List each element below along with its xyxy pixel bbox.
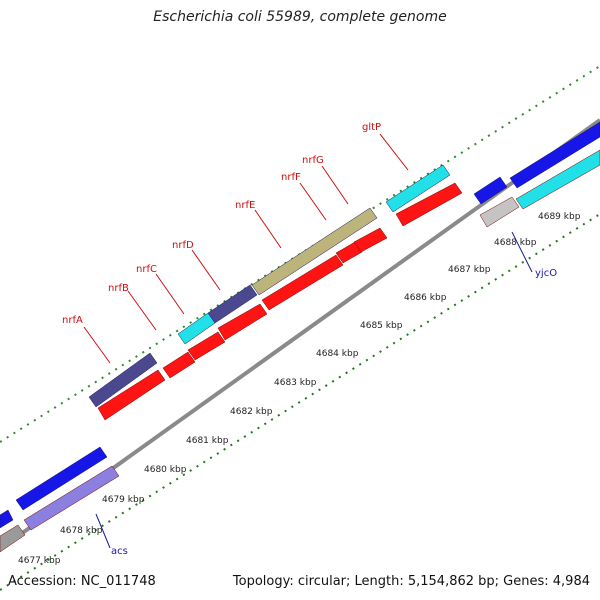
map-title: Escherichia coli 55989, complete genome bbox=[153, 9, 447, 25]
tick-label: 4681 kbp bbox=[186, 436, 229, 446]
gene-right-blue-2[interactable] bbox=[509, 121, 600, 189]
tick-label: 4683 kbp bbox=[274, 378, 317, 388]
gene-right-gray[interactable] bbox=[479, 196, 520, 228]
gene-acs-blue[interactable] bbox=[15, 446, 108, 511]
gene-nrfF-red[interactable] bbox=[335, 241, 363, 264]
tick-label: 4680 kbp bbox=[144, 465, 187, 475]
gene-gltP-red[interactable] bbox=[395, 182, 463, 227]
gene-label-nrfF[interactable]: nrfF bbox=[281, 172, 301, 183]
label-leaders bbox=[83, 133, 409, 364]
tick-label: 4679 kbp bbox=[102, 495, 145, 505]
tick-label: 4685 kbp bbox=[360, 321, 403, 331]
tick-label: 4688 kbp bbox=[494, 238, 537, 248]
gene-nrfE-red[interactable] bbox=[261, 254, 344, 311]
tick-label: 4684 kbp bbox=[316, 349, 359, 359]
gene-labels: nrfA nrfB nrfC nrfD nrfE nrfF nrfG gltP … bbox=[62, 122, 557, 557]
blue-leaders bbox=[95, 231, 533, 549]
reverse-features bbox=[0, 149, 600, 553]
gene-left-gray[interactable] bbox=[0, 524, 26, 553]
tick-label: 4677 kbp bbox=[18, 556, 61, 566]
gene-nrfC-red[interactable] bbox=[187, 331, 226, 361]
gene-label-nrfD[interactable]: nrfD bbox=[172, 240, 194, 251]
gene-right-cyan[interactable] bbox=[515, 149, 600, 210]
gene-nrfE[interactable] bbox=[251, 207, 378, 296]
gene-label-yjcO[interactable]: yjcO bbox=[535, 268, 557, 279]
topology-text: Topology: circular; Length: 5,154,862 bp… bbox=[232, 574, 590, 589]
gene-label-nrfE[interactable]: nrfE bbox=[235, 200, 255, 211]
gene-label-acs[interactable]: acs bbox=[111, 546, 128, 557]
gene-label-gltP[interactable]: gltP bbox=[362, 122, 381, 133]
tick-label: 4687 kbp bbox=[448, 265, 491, 275]
gene-nrfA[interactable] bbox=[88, 352, 158, 408]
gene-gltP[interactable] bbox=[385, 164, 451, 213]
accession-text: Accession: NC_011748 bbox=[8, 574, 156, 589]
gene-right-blue-1[interactable] bbox=[473, 176, 508, 205]
gene-nrfA-red[interactable] bbox=[97, 369, 166, 421]
gene-label-nrfB[interactable]: nrfB bbox=[108, 283, 129, 294]
gene-left-blue[interactable] bbox=[0, 509, 14, 529]
gene-nrfB-red[interactable] bbox=[162, 351, 196, 379]
gene-label-nrfC[interactable]: nrfC bbox=[136, 264, 157, 275]
forward-features bbox=[0, 121, 600, 529]
tick-label: 4678 kbp bbox=[60, 526, 103, 536]
gene-nrfG-red[interactable] bbox=[353, 227, 388, 253]
gene-label-nrfG[interactable]: nrfG bbox=[302, 155, 324, 166]
tick-label: 4686 kbp bbox=[404, 293, 447, 303]
tick-label: 4689 kbp bbox=[538, 212, 581, 222]
gene-nrfC[interactable] bbox=[207, 284, 258, 324]
tick-label: 4682 kbp bbox=[230, 407, 273, 417]
gene-label-nrfA[interactable]: nrfA bbox=[62, 315, 83, 326]
gene-acs-lilac[interactable] bbox=[23, 465, 120, 531]
gene-nrfD-red[interactable] bbox=[217, 303, 268, 341]
scale-labels: 4677 kbp 4678 kbp 4679 kbp 4680 kbp 4681… bbox=[18, 212, 581, 566]
